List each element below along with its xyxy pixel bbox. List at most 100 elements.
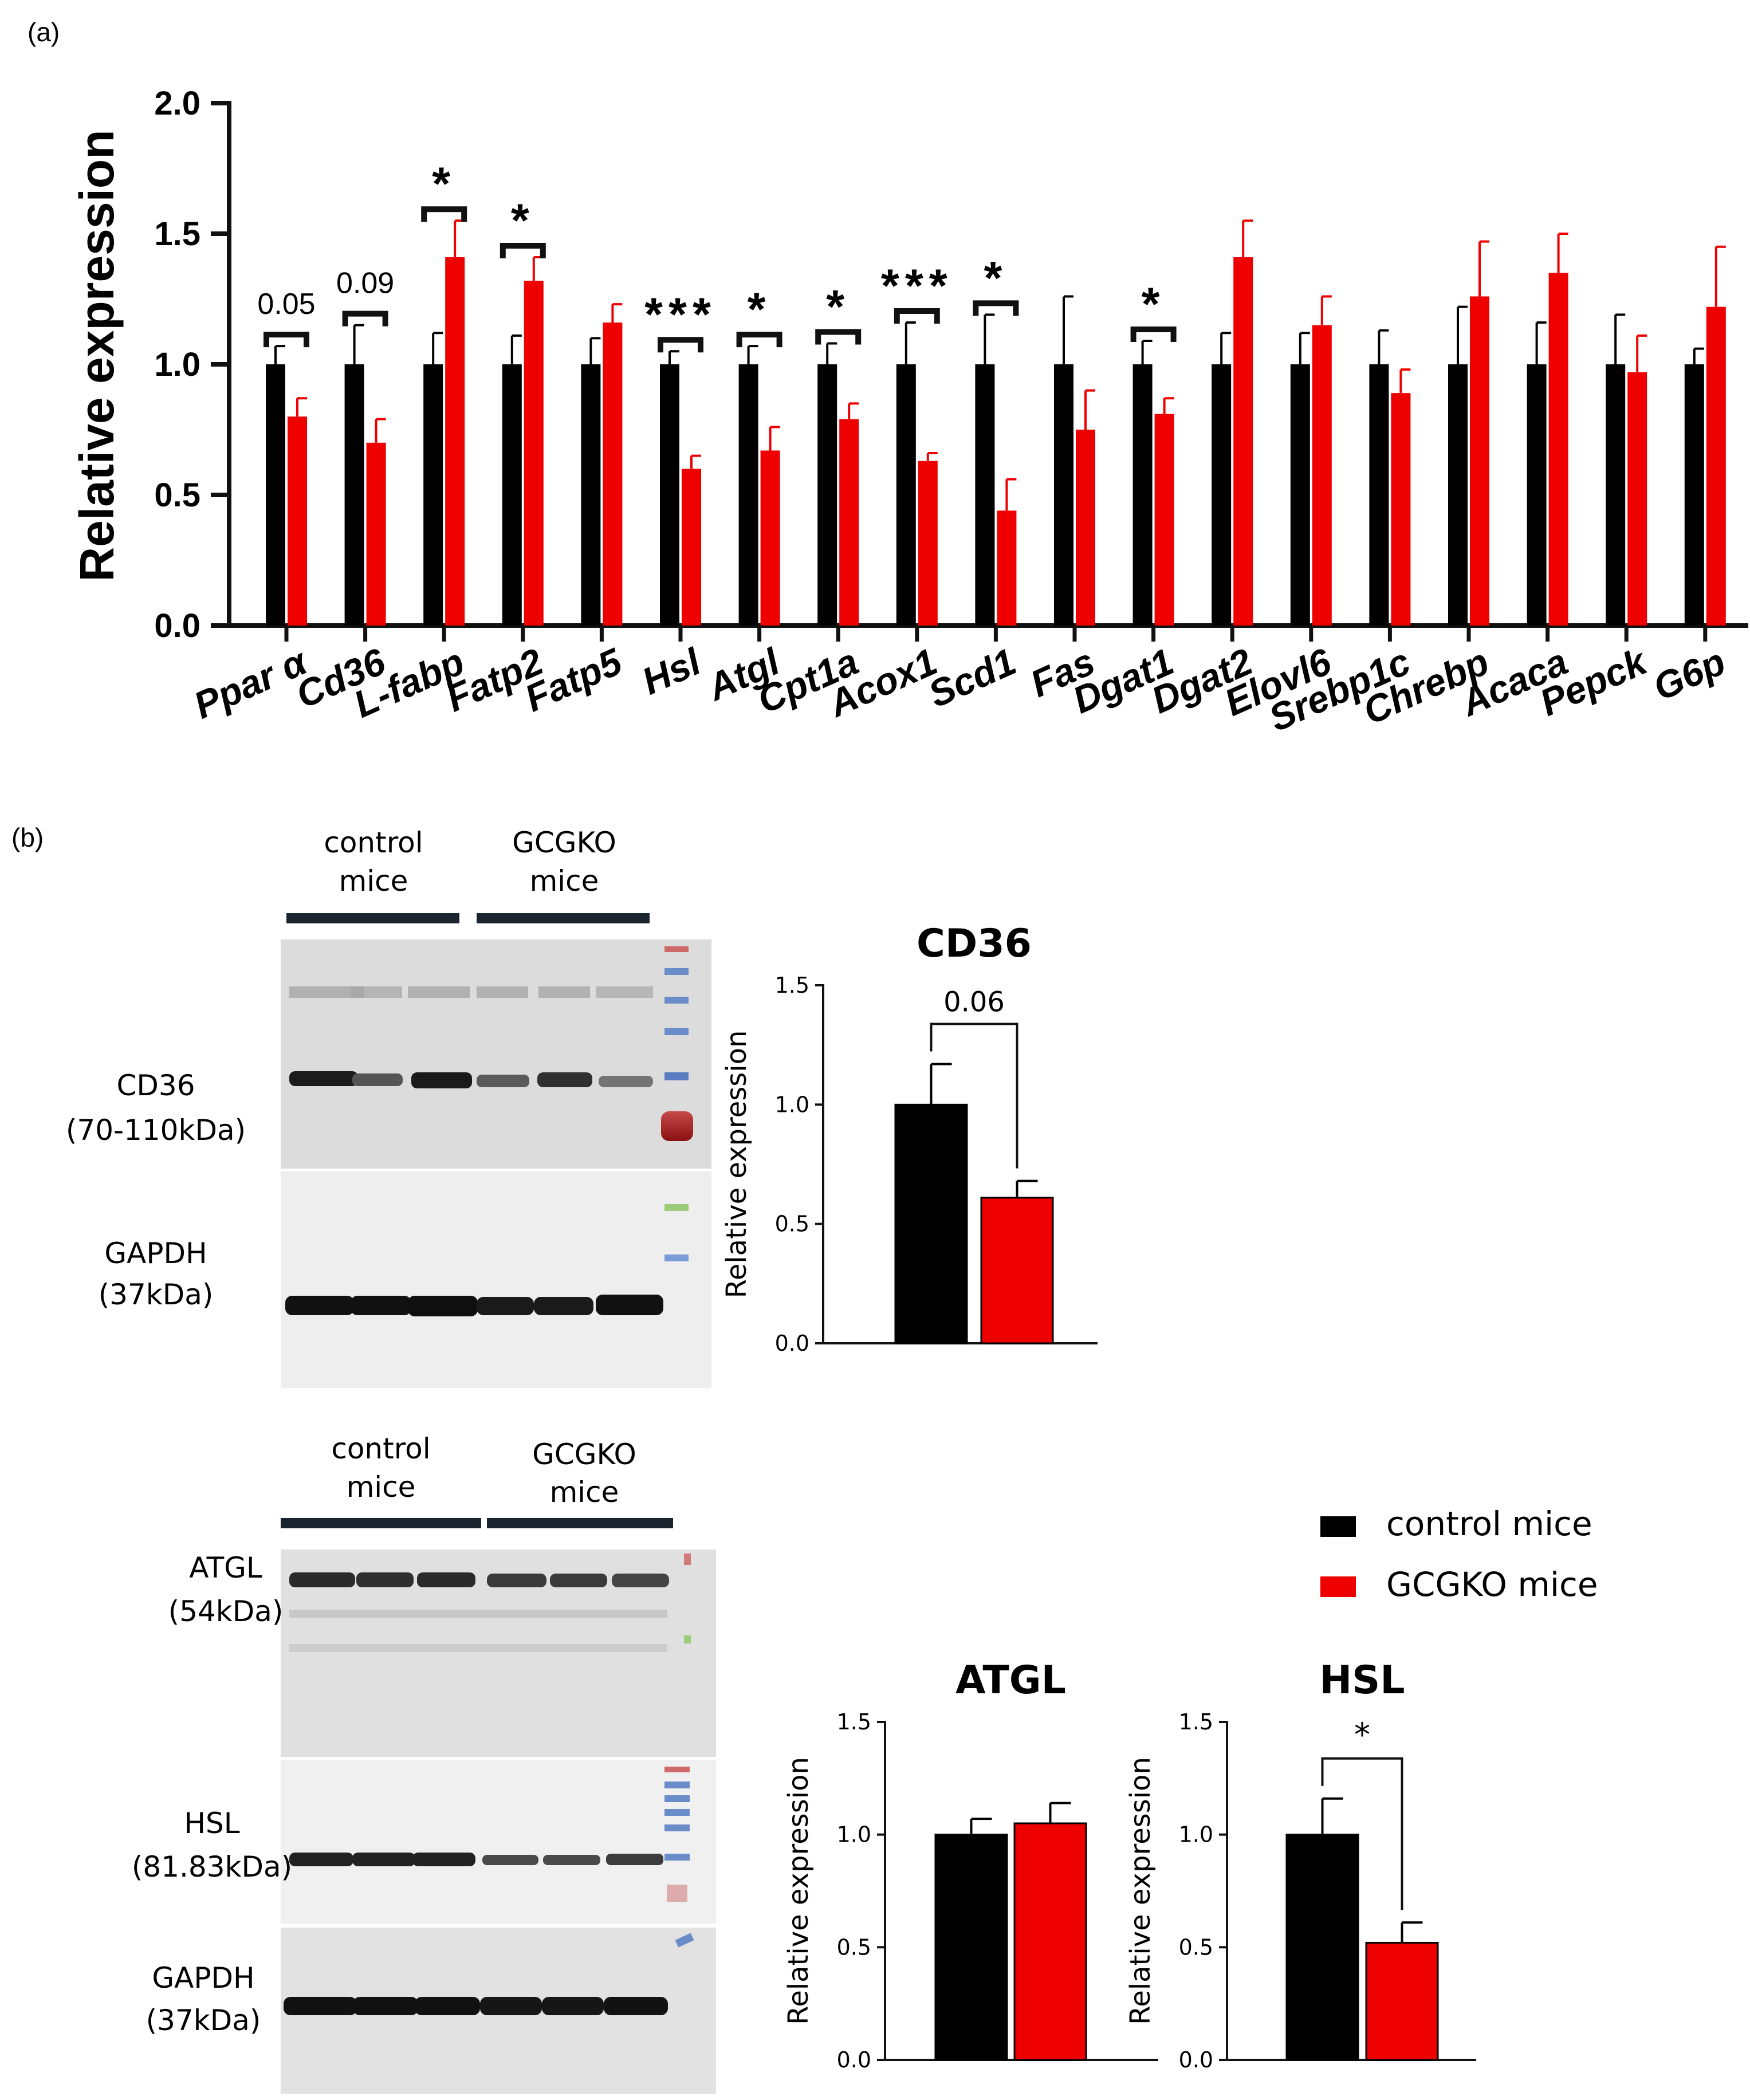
chart-atgl-bar-gcgko xyxy=(1013,1822,1087,2061)
chart-hsl-ytick-label: 0.5 xyxy=(1179,1934,1213,1960)
bar-gcgko-11 xyxy=(1154,414,1174,626)
chart-hsl-ytick-label: 1.0 xyxy=(1179,1822,1213,1847)
band-atgl-k3 xyxy=(612,1574,669,1587)
chart-a-ytick-label: 1.0 xyxy=(154,346,200,383)
blot1-group-gcgko-line1: GCGKO xyxy=(512,826,616,859)
blot2-group-control-line2: mice xyxy=(347,1470,416,1504)
significance-label-7: * xyxy=(826,281,850,333)
band-hsl-c3 xyxy=(412,1853,475,1866)
bar-gcgko-13 xyxy=(1312,325,1332,626)
chart-a: Relative expression 0.0 0.5 1.0 1.5 2.0 Ppar… xyxy=(70,85,1748,740)
chart-atgl: ATGL Relative expression 0.0 0.5 1.0 1.5 xyxy=(782,1658,1158,2073)
blot1-membrane-cd36 xyxy=(281,939,711,1169)
band-gapdh2-c1 xyxy=(284,1997,357,2015)
bar-control-3 xyxy=(502,364,522,626)
bar-gcgko-1 xyxy=(366,442,386,626)
band-cd36-c1 xyxy=(289,1071,358,1086)
blot1-group-control-line2: mice xyxy=(339,864,408,898)
blot2-ladder xyxy=(664,1554,694,1948)
chart-a-ytick-label: 0.5 xyxy=(154,477,200,514)
legend: control mice GCGKO mice xyxy=(1320,1504,1598,1604)
legend-swatch-gcgko xyxy=(1320,1576,1356,1597)
bar-control-6 xyxy=(738,364,758,626)
significance-label-9: * xyxy=(984,252,1008,304)
significance-bracket-11 xyxy=(1130,326,1177,342)
band-hsl-k2 xyxy=(543,1855,600,1865)
bar-gcgko-17 xyxy=(1627,372,1647,626)
bar-control-15 xyxy=(1448,364,1468,626)
chart-cd36-ytick-label: 0.0 xyxy=(775,1331,809,1356)
bar-gcgko-5 xyxy=(682,469,701,626)
band-atgl-c1 xyxy=(289,1572,355,1587)
chart-a-ylabel: Relative expression xyxy=(70,129,124,581)
band-cd36-c2 xyxy=(352,1073,403,1086)
chart-cd36-title: CD36 xyxy=(917,921,1032,966)
chart-hsl-ylabel: Relative expression xyxy=(1124,1757,1157,2025)
bar-gcgko-8 xyxy=(918,461,938,626)
bar-gcgko-10 xyxy=(1076,430,1095,626)
chart-cd36-ylabel: Relative expression xyxy=(721,1031,753,1299)
band-cd36-k2 xyxy=(537,1072,592,1087)
bar-control-10 xyxy=(1054,364,1073,626)
blot2-group-control-line1: control xyxy=(331,1432,430,1465)
band-gapdh2-k1 xyxy=(480,1997,542,2015)
bar-control-17 xyxy=(1606,364,1626,626)
significance-label-11: * xyxy=(1142,278,1166,331)
chart-hsl-bar-gcgko xyxy=(1365,1941,1439,2061)
significance-bracket-8 xyxy=(894,308,940,324)
bar-control-2 xyxy=(423,364,443,626)
band-cd36-k3 xyxy=(599,1076,653,1087)
band-hsl-c1 xyxy=(289,1853,353,1866)
significance-bracket-7 xyxy=(815,329,862,345)
chart-cd36-significance-bracket xyxy=(930,1023,1018,1169)
chart-hsl-significance-label: * xyxy=(1354,1717,1370,1754)
significance-label-5: *** xyxy=(644,289,717,341)
blot2-group-bar-control xyxy=(281,1518,481,1528)
chart-a-ytick-label: 1.5 xyxy=(154,215,200,253)
bar-control-7 xyxy=(817,364,837,626)
band-hsl-k3 xyxy=(606,1854,663,1865)
band-atgl-k1 xyxy=(487,1574,546,1587)
blot1-cd36-label-line1: CD36 xyxy=(116,1069,195,1102)
chart-atgl-ylabel: Relative expression xyxy=(782,1757,815,2025)
band-gapdh2-c2 xyxy=(353,1997,418,2015)
panel-label-b: (b) xyxy=(11,823,44,852)
blot2-membrane-hsl xyxy=(281,1760,716,1924)
panel-label-a: (a) xyxy=(27,17,60,47)
xtick-label-9: Scd1 xyxy=(922,640,1022,715)
bar-gcgko-2 xyxy=(445,257,465,626)
chart-a-y-axis: 0.0 0.5 1.0 1.5 2.0 xyxy=(154,85,1748,644)
bar-control-16 xyxy=(1527,364,1547,626)
chart-atgl-title: ATGL xyxy=(955,1658,1066,1703)
band-hsl-c2 xyxy=(352,1853,415,1866)
bar-gcgko-12 xyxy=(1233,257,1253,626)
chart-hsl-ytick-label: 0.0 xyxy=(1179,2047,1213,2073)
bar-control-18 xyxy=(1684,364,1704,626)
bar-gcgko-3 xyxy=(524,281,544,626)
band-gapdh2-c3 xyxy=(415,1997,480,2015)
blot1-group-bar-control xyxy=(286,913,459,923)
band-gapdh1-k3 xyxy=(596,1295,663,1315)
significance-bracket-3 xyxy=(500,243,546,259)
blot1-cd36-label-line2: (70-110kDa) xyxy=(66,1114,246,1147)
blot1-ladder xyxy=(661,946,693,1261)
band-atgl-k2 xyxy=(550,1574,607,1587)
chart-hsl-significance-bracket xyxy=(1321,1757,1403,1910)
bar-gcgko-15 xyxy=(1470,296,1489,626)
blot1-gapdh-label-line2: (37kDa) xyxy=(99,1278,214,1311)
significance-bracket-6 xyxy=(736,332,782,348)
blot1-group-control-line1: control xyxy=(324,826,423,859)
band-cd36-k1 xyxy=(477,1075,529,1087)
chart-cd36-bar-gcgko xyxy=(980,1197,1054,1344)
bar-control-11 xyxy=(1132,364,1153,626)
chart-cd36-significance-label: 0.06 xyxy=(943,986,1005,1018)
bar-control-4 xyxy=(581,364,601,626)
chart-hsl-title: HSL xyxy=(1319,1658,1405,1703)
blot2-group-gcgko-line1: GCGKO xyxy=(532,1438,636,1471)
chart-a-ytick-label: 0.0 xyxy=(154,607,200,644)
xtick-label-5: Hsl xyxy=(636,640,707,703)
significance-bracket-0 xyxy=(264,332,309,348)
chart-a-significance: 0.050.09***** * * *** ** xyxy=(257,158,1177,353)
